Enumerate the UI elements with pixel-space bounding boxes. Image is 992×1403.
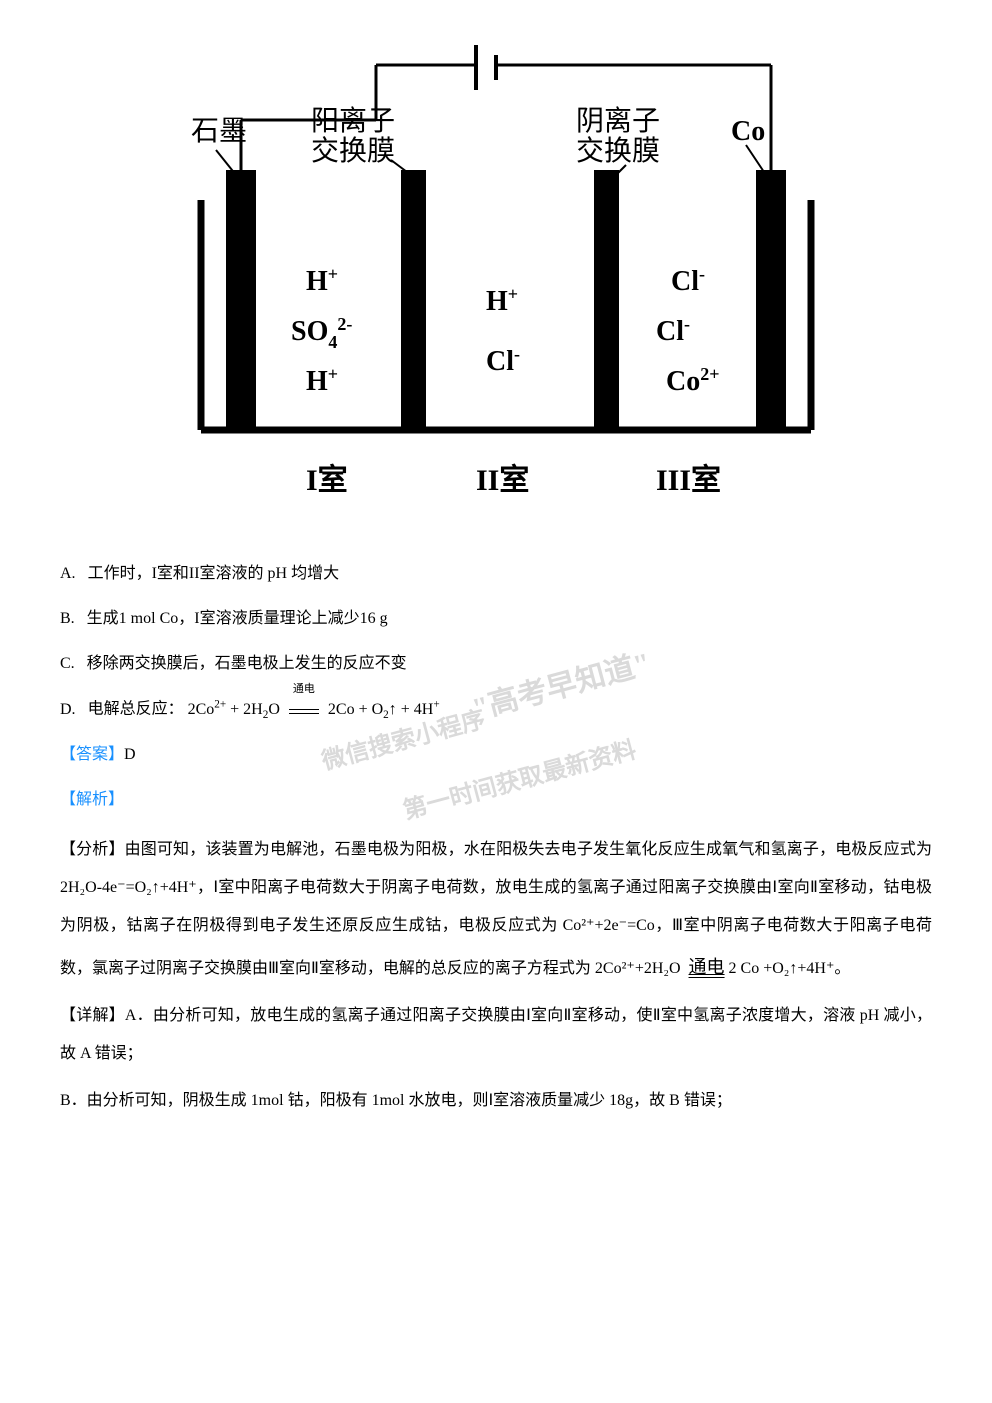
option-c-text: 移除两交换膜后，石墨电极上发生的反应不变 bbox=[87, 655, 407, 672]
xiangjie-a: 【详解】A．由分析可知，放电生成的氢离子通过阳离子交换膜由Ⅰ室向Ⅱ室移动，使Ⅱ室… bbox=[60, 997, 932, 1074]
label-anion-membrane-l2: 交换膜 bbox=[576, 135, 660, 167]
xiangjie-b: B．由分析可知，阴极生成 1mol 钴，阳极有 1mol 水放电，则Ⅰ室溶液质量… bbox=[60, 1082, 932, 1120]
label-anion-membrane-l1: 阴离子 bbox=[576, 105, 660, 137]
equals-condition: 通电 bbox=[284, 696, 324, 725]
xiangjie-b-text: B．由分析可知，阴极生成 1mol 钴，阳极有 1mol 水放电，则Ⅰ室溶液质量… bbox=[60, 1092, 732, 1109]
svg-text:Cl-: Cl- bbox=[656, 314, 690, 347]
answer-label-text: 【答案】 bbox=[60, 746, 124, 763]
fenxi-condition: 通电 bbox=[689, 957, 725, 977]
svg-text:Cl-: Cl- bbox=[486, 344, 520, 377]
chamber3-label: III室 bbox=[656, 463, 721, 497]
chamber2-label: II室 bbox=[476, 463, 529, 497]
option-c-label: C. bbox=[60, 650, 75, 679]
option-d-prefix: 电解总反应： bbox=[88, 701, 184, 718]
option-a-text: 工作时，I室和II室溶液的 pH 均增大 bbox=[88, 565, 340, 582]
fenxi-text: 由图可知，该装置为电解池，石墨电极为阳极，水在阳极失去电子发生氧化反应生成氧气和… bbox=[60, 841, 932, 977]
svg-text:Cl-: Cl- bbox=[671, 264, 705, 297]
option-d-formula-left: 2Co2+ + 2H2O bbox=[188, 701, 280, 718]
svg-text:H+: H+ bbox=[306, 264, 338, 297]
option-b-text: 生成1 mol Co，I室溶液质量理论上减少16 g bbox=[87, 610, 388, 627]
label-cation-membrane-l2: 交换膜 bbox=[311, 135, 395, 167]
svg-text:SO42-: SO42- bbox=[291, 314, 352, 352]
label-graphite: 石墨 bbox=[191, 116, 247, 147]
chamber1-label: I室 bbox=[306, 463, 348, 497]
analysis-label: 【解析】 bbox=[60, 786, 932, 815]
option-d-label: D. bbox=[60, 696, 76, 725]
fenxi-label: 【分析】 bbox=[60, 841, 125, 858]
label-co: Co bbox=[731, 116, 765, 147]
svg-text:H+: H+ bbox=[486, 284, 518, 317]
option-d: D. 电解总反应： 2Co2+ + 2H2O 通电 2Co + O2↑ + 4H… bbox=[60, 694, 932, 725]
option-a-label: A. bbox=[60, 560, 76, 589]
option-c: C. 移除两交换膜后，石墨电极上发生的反应不变 bbox=[60, 650, 932, 679]
svg-text:Co2+: Co2+ bbox=[666, 364, 720, 397]
fenxi-text-end: 2 Co +O₂↑+4H⁺。 bbox=[729, 960, 851, 977]
option-d-formula-right: 2Co + O2↑ + 4H+ bbox=[328, 701, 440, 718]
fenxi-section: 【分析】由图可知，该装置为电解池，石墨电极为阳极，水在阳极失去电子发生氧化反应生… bbox=[60, 831, 932, 989]
xiangjie-a-text: A．由分析可知，放电生成的氢离子通过阳离子交换膜由Ⅰ室向Ⅱ室移动，使Ⅱ室中氢离子… bbox=[60, 1007, 932, 1062]
answer-section: 【答案】D bbox=[60, 741, 932, 770]
answer-value: D bbox=[124, 746, 136, 763]
option-b: B. 生成1 mol Co，I室溶液质量理论上减少16 g bbox=[60, 605, 932, 634]
electrolysis-diagram: 石墨 阳离子 交换膜 阴离子 交换膜 Co H+ SO42- H+ H+ Cl-… bbox=[60, 40, 932, 520]
option-a: A. 工作时，I室和II室溶液的 pH 均增大 bbox=[60, 560, 932, 589]
svg-text:H+: H+ bbox=[306, 364, 338, 397]
option-b-label: B. bbox=[60, 605, 75, 634]
page-content: "高考早知道" 微信搜索小程序 第一时间获取最新资料 bbox=[60, 40, 932, 1120]
diagram-svg: 石墨 阳离子 交换膜 阴离子 交换膜 Co H+ SO42- H+ H+ Cl-… bbox=[176, 40, 816, 520]
label-cation-membrane-l1: 阳离子 bbox=[311, 105, 395, 137]
xiangjie-label: 【详解】 bbox=[60, 1007, 125, 1024]
